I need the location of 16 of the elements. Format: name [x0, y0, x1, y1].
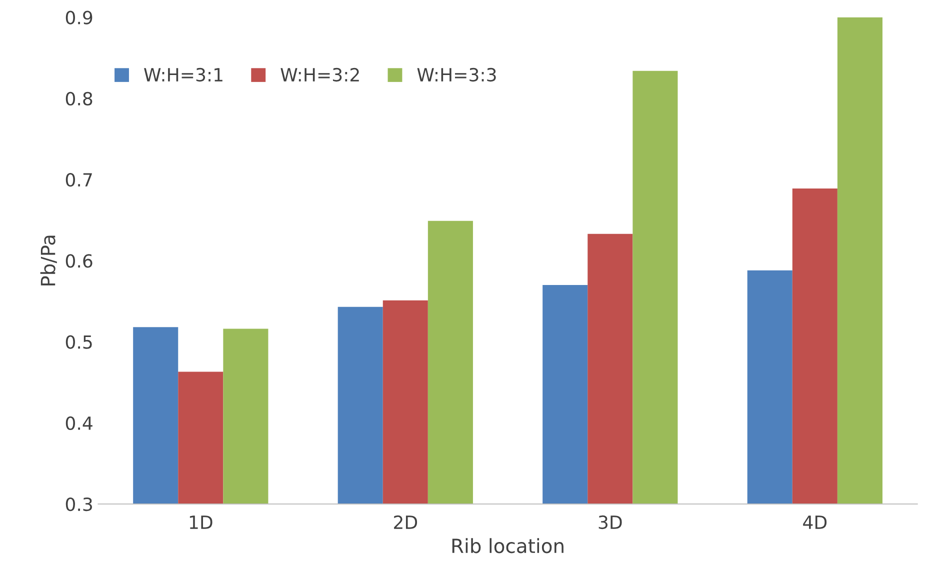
- x-tick-label: 4D: [803, 516, 827, 529]
- legend-label: W:H=3:1: [144, 68, 222, 82]
- legend-label: W:H=3:3: [417, 68, 496, 82]
- y-tick-label: 0.6: [66, 254, 92, 268]
- x-tick-label: 3D: [598, 515, 622, 530]
- y-tick-label: 0.4: [66, 416, 92, 430]
- y-tick-label: 0.3: [66, 497, 92, 512]
- y-tick-label: 0.8: [66, 92, 92, 106]
- y-tick-label: 0.5: [66, 335, 92, 349]
- legend-label: W:H=3:2: [280, 68, 359, 82]
- y-tick-label: 0.7: [66, 172, 92, 187]
- y-axis-title: Pb/Pa: [40, 236, 57, 286]
- x-axis-title: Rib location: [452, 538, 564, 554]
- x-tick-label: 2D: [394, 515, 418, 529]
- y-tick-label: 0.9: [66, 10, 92, 24]
- x-tick-label: 1D: [190, 516, 212, 529]
